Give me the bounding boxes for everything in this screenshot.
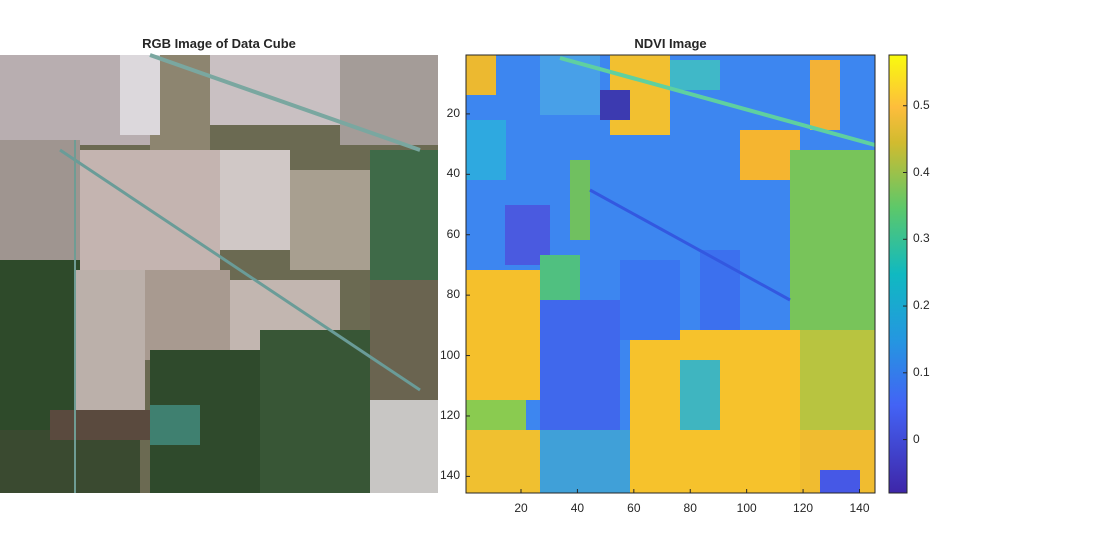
rgb-region: [150, 405, 200, 445]
rgb-region: [290, 170, 370, 270]
ndvi-region: [620, 260, 680, 340]
rgb-region: [80, 150, 220, 280]
ndvi-region: [790, 150, 875, 330]
ndvi-region: [600, 90, 630, 120]
rgb-region: [340, 55, 438, 145]
rgb-region: [370, 150, 438, 280]
rgb-region: [0, 140, 80, 260]
ndvi-region: [680, 360, 720, 430]
y-tick-label: 60: [446, 226, 460, 241]
x-tick-label: 100: [736, 501, 757, 515]
y-tick-label: 140: [439, 468, 460, 483]
colorbar-tick-label: 0.2: [913, 298, 930, 313]
ndvi-region: [810, 60, 840, 130]
ndvi-region: [670, 60, 720, 90]
rgb-region: [145, 270, 230, 360]
x-tick-label: 40: [570, 501, 585, 515]
ndvi-region: [570, 160, 590, 240]
rgb-region: [220, 150, 290, 250]
ndvi-region: [540, 300, 620, 430]
ndvi-region: [540, 55, 600, 115]
ndvi-road: [589, 188, 791, 302]
x-tick-label: 80: [683, 501, 697, 515]
ndvi-region: [466, 120, 506, 180]
y-tick-label: 120: [439, 407, 460, 422]
colorbar-tick-label: 0.5: [913, 97, 930, 112]
rgb-road: [59, 148, 421, 392]
x-tick-label: 120: [793, 501, 814, 515]
x-tick-label: 20: [514, 501, 528, 515]
ndvi-region: [466, 400, 526, 430]
x-tick-label: 140: [849, 501, 870, 515]
colorbar-tick-label: 0.1: [913, 364, 930, 379]
y-tick-label: 80: [446, 287, 460, 302]
rgb-region: [75, 270, 145, 430]
ndvi-region: [466, 430, 541, 493]
ndvi-region: [700, 250, 740, 330]
rgb-region: [50, 410, 150, 440]
colorbar-tick-label: 0: [913, 431, 920, 446]
rgb-region: [260, 330, 370, 493]
rgb-title: RGB Image of Data Cube: [142, 36, 296, 51]
ndvi-title: NDVI Image: [634, 36, 707, 51]
ndvi-road: [559, 56, 876, 147]
y-tick-label: 40: [446, 166, 460, 181]
rgb-region: [120, 55, 160, 135]
ndvi-axes-box: [465, 54, 876, 494]
colorbar-tick-label: 0.4: [913, 164, 930, 179]
ndvi-region: [540, 430, 630, 493]
rgb-region: [370, 400, 438, 493]
y-tick-label: 100: [439, 347, 460, 362]
ndvi-region: [820, 470, 860, 493]
ndvi-region: [540, 255, 580, 300]
colorbar-tick-label: 0.3: [913, 231, 930, 246]
ndvi-region: [800, 330, 875, 430]
y-tick-label: 20: [446, 105, 460, 120]
rgb-region: [0, 430, 140, 493]
x-tick-label: 60: [627, 501, 641, 515]
colorbar: [888, 54, 908, 494]
ndvi-region: [466, 55, 496, 95]
rgb-road: [149, 53, 421, 152]
